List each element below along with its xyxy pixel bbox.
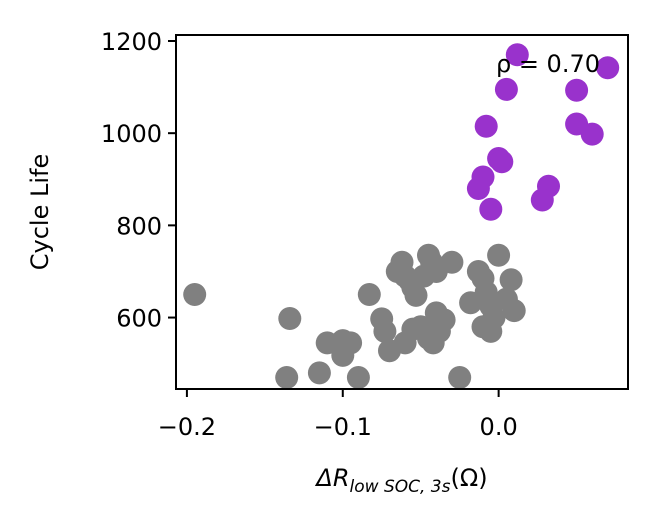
data-point-s1-2	[278, 307, 302, 330]
data-point-s1-43	[502, 299, 526, 323]
y-axis-label: Cycle Life	[26, 154, 54, 270]
data-point-s2-3	[596, 56, 620, 80]
data-point-s1-12	[373, 319, 397, 343]
data-point-s1-9	[339, 331, 363, 355]
data-point-s2-11	[466, 177, 490, 200]
ticks-layer: −0.2 −0.1 0.0 600 800 1000 1200	[101, 28, 518, 441]
data-point-s2-9	[490, 150, 514, 174]
x-tick-label-2: −0.1	[314, 413, 372, 441]
data-point-s2-6	[580, 122, 604, 146]
plot-frame	[175, 34, 629, 390]
data-point-s1-32	[440, 250, 464, 274]
data-point-s1-19	[404, 283, 428, 307]
data-point-s1-33	[448, 366, 472, 389]
y-tick-label-4: 1200	[101, 28, 162, 56]
data-point-s2-12	[479, 197, 503, 221]
data-point-s1-31	[432, 308, 456, 332]
x-axis-label-main: ΔR	[314, 464, 349, 492]
data-point-s1-4	[307, 361, 331, 385]
data-point-s1-3	[275, 366, 299, 389]
data-point-s2-7	[474, 114, 498, 138]
data-point-s1-8	[346, 366, 370, 389]
data-point-s1-45	[479, 319, 503, 343]
data-point-s1-42	[499, 268, 523, 292]
y-tick-label-2: 800	[116, 212, 162, 240]
data-point-s2-4	[565, 78, 589, 102]
x-axis-label-unit: (Ω)	[450, 464, 487, 492]
y-tick-label-1: 600	[116, 305, 162, 333]
x-axis-label: ΔRlow SOC, 3s(Ω)	[314, 464, 487, 497]
x-axis-label-sub: low SOC, 3s	[350, 477, 451, 497]
data-point-s2-14	[530, 188, 554, 212]
x-tick-label-3: 0.0	[480, 413, 518, 441]
data-point-s2-1	[505, 43, 529, 67]
data-point-s1-1	[183, 283, 207, 306]
data-point-s2-2	[494, 77, 518, 101]
points-layer	[183, 43, 620, 389]
correlation-annotation: ρ = 0.70	[496, 50, 600, 78]
data-point-s1-10	[357, 283, 381, 306]
y-tick-label-3: 1000	[101, 120, 162, 148]
x-tick-label-1: −0.2	[158, 413, 216, 441]
data-point-s1-40	[487, 243, 511, 267]
